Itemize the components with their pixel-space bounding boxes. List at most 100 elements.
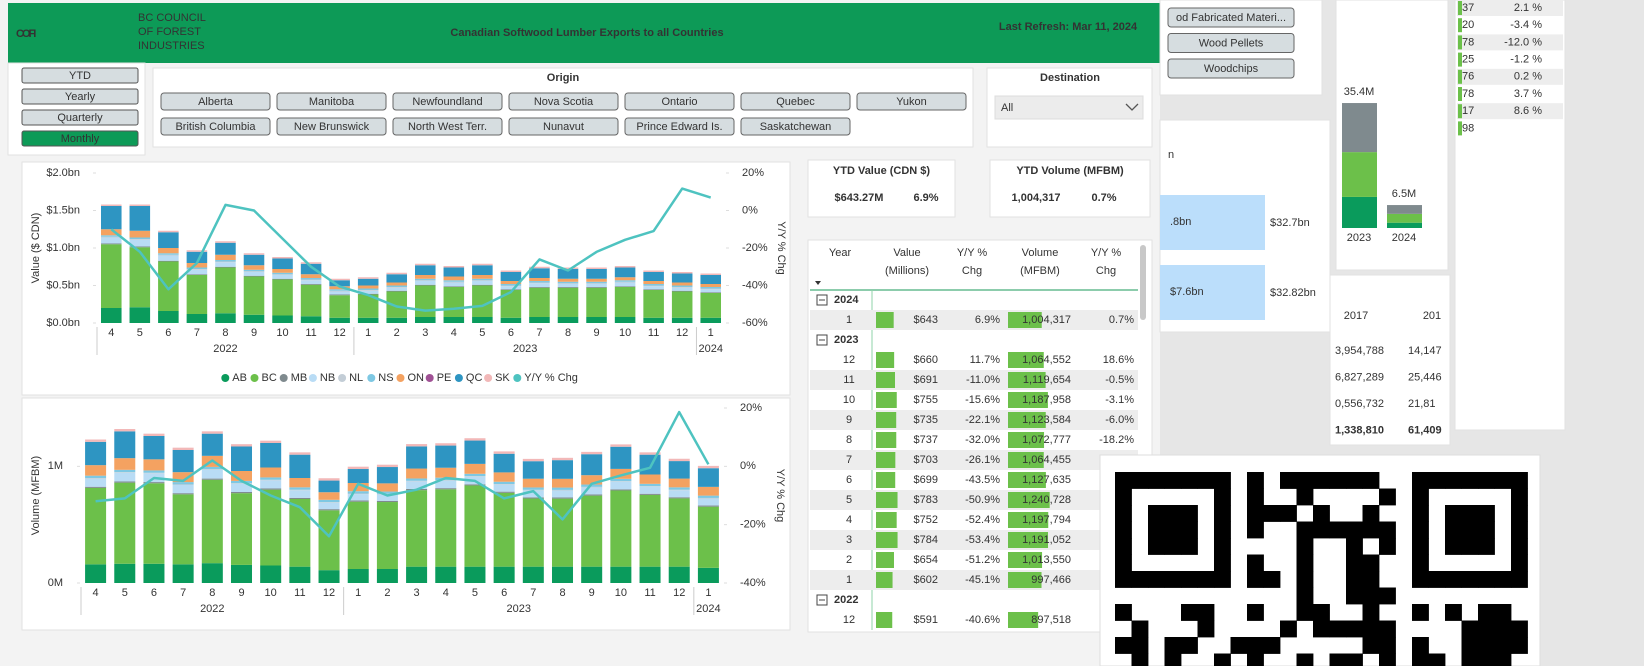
origin-button[interactable] <box>508 117 619 136</box>
qr-module <box>1461 521 1479 539</box>
bar-segment <box>614 286 636 287</box>
bar-segment <box>158 254 179 256</box>
bar-segment <box>143 470 165 473</box>
bar-segment <box>85 487 107 565</box>
qr-module <box>1511 505 1528 522</box>
bar-segment <box>668 489 690 491</box>
bar-segment <box>318 502 340 503</box>
qr-module <box>1511 637 1528 654</box>
x-tick-label: 3 <box>414 587 420 599</box>
product-button[interactable] <box>1167 7 1295 28</box>
origin-button[interactable] <box>392 117 503 136</box>
origin-button[interactable] <box>508 92 619 111</box>
period-button[interactable] <box>21 67 139 84</box>
bar-segment <box>493 484 515 492</box>
bar-segment <box>700 273 722 275</box>
bar-segment <box>143 563 165 583</box>
origin-label[interactable]: New Brunswick <box>294 121 370 133</box>
period-button[interactable] <box>21 109 139 126</box>
product-button[interactable] <box>1167 33 1295 53</box>
origin-label[interactable]: Nunavut <box>543 121 584 133</box>
bar-segment <box>464 438 486 441</box>
legend-label: AB <box>232 372 247 384</box>
qr-module <box>1445 604 1462 621</box>
y2-axis-label: Y/Y % Chg <box>774 469 786 523</box>
origin-button[interactable] <box>740 117 851 136</box>
tick-label: 0% <box>742 204 758 216</box>
bar-segment <box>357 290 379 294</box>
qr-module <box>1329 653 1347 666</box>
qr-module <box>1164 521 1182 539</box>
annual-bar-segment <box>1342 196 1377 228</box>
qr-module <box>1131 653 1149 666</box>
period-label[interactable]: YTD <box>69 70 91 82</box>
origin-button[interactable] <box>740 92 851 111</box>
product-label[interactable]: od Fabricated Materi... <box>1176 12 1286 24</box>
bar-segment <box>557 283 579 284</box>
product-label[interactable]: Wood Pellets <box>1199 37 1264 49</box>
period-button[interactable] <box>21 88 139 105</box>
bar-total: $32.82bn <box>1270 287 1316 299</box>
origin-button[interactable] <box>624 117 735 136</box>
bar-segment <box>614 280 636 282</box>
bar-segment <box>158 232 179 248</box>
origin-button[interactable] <box>392 92 503 111</box>
bar-segment <box>260 565 282 583</box>
x-tick-label: 5 <box>137 327 143 339</box>
origin-button[interactable] <box>160 92 271 111</box>
bar-segment <box>557 278 579 282</box>
origin-label[interactable]: Quebec <box>776 96 815 108</box>
mini-bar <box>1458 87 1462 101</box>
origin-label[interactable]: Ontario <box>661 96 697 108</box>
bar-segment <box>114 431 136 459</box>
bar-segment <box>472 317 493 323</box>
origin-label[interactable]: Prince Edward Is. <box>636 121 722 133</box>
origin-button[interactable] <box>160 117 271 136</box>
period-label[interactable]: Quarterly <box>57 112 103 124</box>
province-code: 78 <box>1462 36 1474 48</box>
bar-segment <box>260 477 282 480</box>
bar-segment <box>697 495 719 498</box>
bar-segment <box>215 260 236 262</box>
period-label[interactable]: Monthly <box>61 133 100 145</box>
origin-label[interactable]: British Columbia <box>175 121 256 133</box>
bar-segment <box>243 265 265 270</box>
dropdown-value[interactable]: All <box>1001 102 1013 114</box>
bar-segment <box>201 466 223 470</box>
origin-label[interactable]: Manitoba <box>309 96 355 108</box>
origin-label[interactable]: Saskatchewan <box>760 121 832 133</box>
origin-label[interactable]: Alberta <box>198 96 234 108</box>
period-label[interactable]: Yearly <box>65 91 96 103</box>
origin-button[interactable] <box>856 92 967 111</box>
bar-segment <box>357 277 379 279</box>
bar-segment <box>347 466 369 470</box>
product-label[interactable]: Woodchips <box>1204 63 1259 75</box>
dropdown[interactable] <box>994 95 1144 120</box>
x-tick-label: 1 <box>708 327 714 339</box>
bar-segment <box>272 279 293 316</box>
bar-segment <box>85 475 107 478</box>
mini-bar <box>1458 1 1462 15</box>
qr-module <box>1478 472 1495 489</box>
qr-module <box>1181 505 1198 522</box>
x-tick-label: 5 <box>479 327 485 339</box>
origin-label[interactable]: Nova Scotia <box>534 96 594 108</box>
period-button[interactable] <box>21 130 139 147</box>
origin-button[interactable] <box>276 92 387 111</box>
origin-label[interactable]: Yukon <box>896 96 927 108</box>
bar-segment <box>551 489 574 491</box>
origin-label[interactable]: North West Terr. <box>408 121 487 133</box>
x-tick-label: 10 <box>265 587 277 599</box>
origin-button[interactable] <box>624 92 735 111</box>
bar-segment <box>318 510 340 571</box>
origin-button[interactable] <box>276 117 387 136</box>
y-axis-label: Volume (MFBM) <box>30 456 42 535</box>
org-name: OF FOREST <box>138 26 201 38</box>
dashboard-title: Canadian Softwood Lumber Exports to all … <box>450 27 723 39</box>
bar-segment <box>272 269 293 273</box>
province-change: 2.1 % <box>1514 2 1542 14</box>
product-button[interactable] <box>1167 58 1295 79</box>
province-code: 25 <box>1462 54 1474 66</box>
bar-segment <box>610 489 632 491</box>
origin-label[interactable]: Newfoundland <box>412 96 482 108</box>
